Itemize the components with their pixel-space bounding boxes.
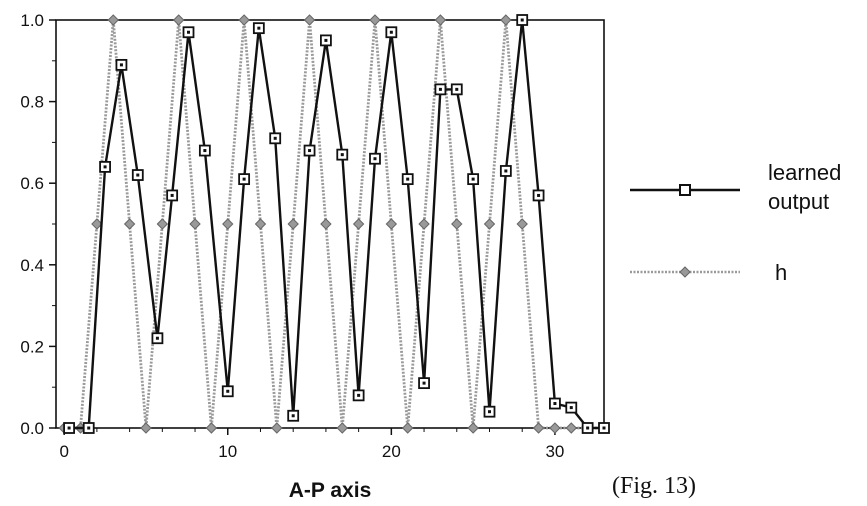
data-point xyxy=(401,422,414,434)
data-point-center xyxy=(324,38,328,42)
data-point-center xyxy=(438,87,442,91)
data-point-center xyxy=(602,426,606,430)
data-point-center xyxy=(569,406,573,410)
legend-item-learned-output: learned output xyxy=(630,160,848,214)
data-point xyxy=(434,14,447,26)
data-point-center xyxy=(422,381,426,385)
x-tick-label: 30 xyxy=(545,442,564,461)
data-point-center xyxy=(537,193,541,197)
figure-label: (Fig. 13) xyxy=(612,473,696,499)
x-axis-title: A-P axis xyxy=(289,479,372,502)
legend-label-h: h xyxy=(775,260,787,285)
legend-label-line-1: learned xyxy=(768,160,841,185)
legend-label-line-2: output xyxy=(768,189,829,214)
data-point-center xyxy=(455,87,459,91)
data-point-center xyxy=(67,426,71,430)
data-point xyxy=(565,422,577,434)
data-point-center xyxy=(103,165,107,169)
data-point-center xyxy=(119,63,123,67)
series-line xyxy=(64,18,604,430)
data-point-center xyxy=(308,149,312,153)
data-point xyxy=(254,218,267,230)
data-point xyxy=(483,218,496,230)
data-point xyxy=(516,218,528,230)
data-point-center xyxy=(504,169,508,173)
y-tick-label: 0.6 xyxy=(20,174,44,193)
data-point-center xyxy=(389,30,393,34)
legend: learned output h xyxy=(630,160,848,285)
data-point-center xyxy=(487,410,491,414)
series-h xyxy=(58,14,610,434)
data-point-center xyxy=(155,336,159,340)
data-point xyxy=(451,218,463,230)
data-point-center xyxy=(373,157,377,161)
data-point xyxy=(532,422,545,434)
data-point xyxy=(467,422,479,434)
data-point-center xyxy=(87,426,91,430)
y-tick-label: 0.8 xyxy=(20,93,44,112)
legend-marker-square-icon xyxy=(679,184,691,196)
data-point-center xyxy=(136,173,140,177)
data-point-center xyxy=(357,393,361,397)
data-point-center xyxy=(291,414,295,418)
data-point xyxy=(107,14,119,26)
data-point-center xyxy=(242,177,246,181)
x-tick-label: 10 xyxy=(218,442,237,461)
data-point xyxy=(385,218,398,230)
data-point-center xyxy=(226,389,230,393)
x-tick-label: 20 xyxy=(382,442,401,461)
data-point xyxy=(271,422,283,434)
data-point xyxy=(156,218,169,230)
data-point-center xyxy=(586,426,590,430)
y-axis: 0.0 0.2 0.4 0.6 0.8 1.0 xyxy=(20,11,56,438)
data-point xyxy=(222,218,234,230)
data-point-center xyxy=(187,30,191,34)
x-tick-label: 0 xyxy=(59,442,68,461)
data-point-center xyxy=(257,26,261,30)
series-layer xyxy=(58,14,610,434)
data-point xyxy=(320,218,332,230)
data-point-center xyxy=(340,153,344,157)
data-point-center xyxy=(471,177,475,181)
y-tick-label: 0.0 xyxy=(20,419,44,438)
data-point-center xyxy=(170,193,174,197)
data-point-center xyxy=(520,18,524,22)
data-point xyxy=(140,422,152,434)
data-point xyxy=(500,14,512,26)
data-point xyxy=(91,218,103,230)
data-point xyxy=(238,14,250,26)
data-point xyxy=(418,218,430,230)
data-point xyxy=(336,422,348,434)
y-tick-label: 1.0 xyxy=(20,11,44,30)
data-point-center xyxy=(406,177,410,181)
data-point xyxy=(287,218,299,230)
legend-label-learned-output: learned output xyxy=(768,160,848,214)
data-point xyxy=(205,422,218,434)
legend-marker-diamond-icon xyxy=(679,266,691,278)
data-point xyxy=(189,218,201,230)
data-point xyxy=(369,14,381,26)
legend-label-line-1: h xyxy=(775,260,787,285)
y-tick-label: 0.2 xyxy=(20,337,44,356)
x-axis: 0 10 20 30 xyxy=(59,428,589,461)
data-point xyxy=(549,422,561,434)
series-learned-output xyxy=(63,14,610,434)
data-point xyxy=(172,14,185,26)
data-point xyxy=(303,14,316,26)
data-point-center xyxy=(273,136,277,140)
data-point-center xyxy=(203,149,207,153)
data-point-center xyxy=(553,402,557,406)
legend-item-h: h xyxy=(630,260,787,285)
data-point xyxy=(123,218,136,230)
y-tick-label: 0.4 xyxy=(20,256,44,275)
data-point xyxy=(352,218,365,230)
